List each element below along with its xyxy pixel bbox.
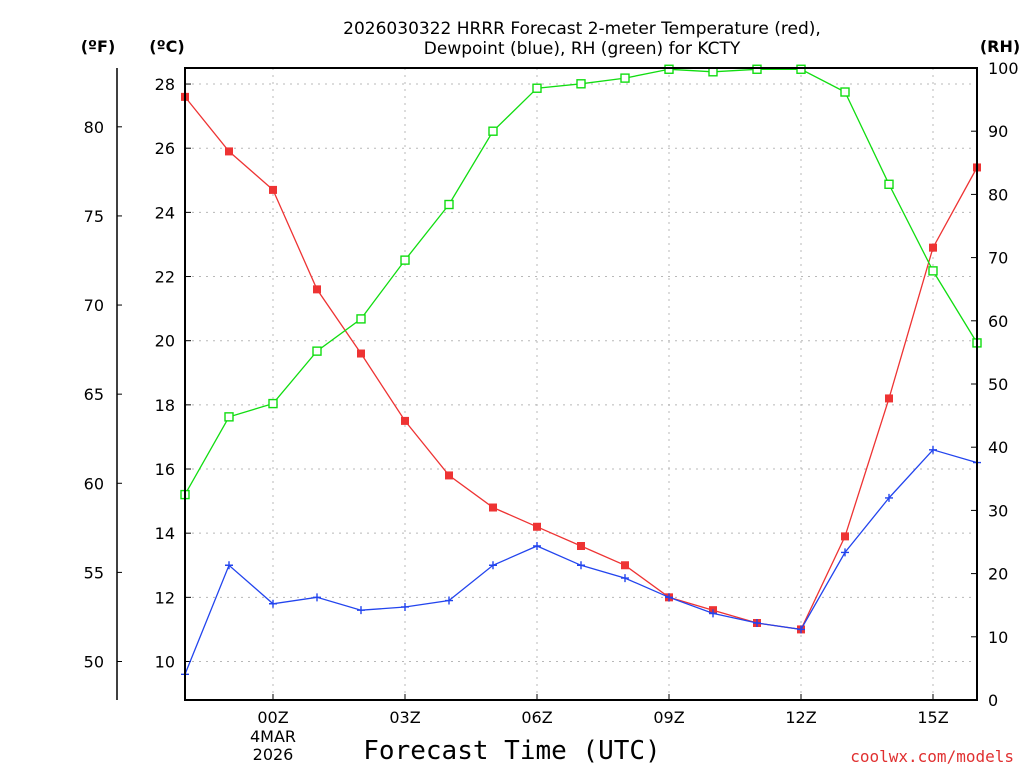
rh-point — [268, 398, 278, 409]
dewpoint-point — [401, 602, 409, 611]
2-meter-temperature-point — [577, 542, 585, 551]
dewpoint-point — [313, 593, 321, 602]
chart-title-line-2: Dewpoint (blue), RH (green) for KCTY — [424, 39, 741, 59]
rh-tick-label: 20 — [988, 565, 1008, 584]
rh-point — [356, 314, 366, 324]
rh-tick-label: 70 — [988, 249, 1008, 268]
2-meter-temperature-point — [489, 503, 497, 512]
celsius-tick-label: 24 — [155, 203, 175, 222]
dewpoint-point — [225, 561, 233, 570]
credit-text: coolwx.com/models — [850, 747, 1014, 766]
rh-unit-label: (RH) — [980, 37, 1020, 56]
fahrenheit-tick-label: 70 — [84, 296, 104, 315]
2-meter-temperature-point — [885, 394, 893, 403]
rh-point — [664, 64, 674, 74]
plot-frame — [184, 67, 978, 701]
rh-point — [400, 255, 410, 265]
rh-tick-label: 0 — [988, 691, 998, 710]
rh-point — [488, 126, 498, 136]
rh-tick-label: 100 — [988, 59, 1019, 78]
rh-tick-label: 60 — [988, 312, 1008, 331]
rh-tick-label: 30 — [988, 501, 1008, 520]
fahrenheit-tick-label: 75 — [84, 207, 104, 226]
x-tick-label: 09Z — [653, 708, 684, 727]
rh-point — [312, 346, 322, 356]
2-meter-temperature-point — [357, 349, 365, 358]
2-meter-temperature-point — [929, 243, 937, 252]
dewpoint-point — [357, 606, 365, 615]
rh-tick-label: 50 — [988, 375, 1008, 394]
x-tick-label: 12Z — [785, 708, 816, 727]
rh-series — [180, 64, 982, 500]
2-meter-temperature-point — [225, 147, 233, 156]
rh-point — [796, 64, 806, 74]
rh-axis-ticks: 0 10 20 30 40 50 60 70 80 90 100 — [971, 59, 1019, 710]
celsius-tick-label: 26 — [155, 139, 175, 158]
fahrenheit-tick-label: 80 — [84, 118, 104, 137]
chart-title-line-1: 2026030322 HRRR Forecast 2-meter Tempera… — [343, 19, 821, 39]
dewpoint-point — [445, 596, 453, 605]
dewpoint-point — [841, 548, 849, 557]
rh-point — [576, 79, 586, 89]
fahrenheit-tick-label: 50 — [84, 653, 104, 672]
celsius-tick-label: 12 — [155, 588, 175, 607]
rh-point — [444, 199, 454, 210]
2-meter-temperature-point — [841, 532, 849, 541]
dewpoint-point — [533, 542, 541, 551]
rh-point — [532, 83, 542, 93]
dewpoint-point — [577, 561, 585, 570]
x-tick-label: 00Z — [257, 708, 288, 727]
fahrenheit-unit-label: (ºF) — [81, 37, 116, 56]
celsius-tick-label: 18 — [155, 396, 175, 415]
rh-point — [620, 73, 630, 83]
celsius-tick-label: 14 — [155, 524, 175, 543]
x-tick-date-label: 4MAR — [250, 727, 296, 746]
fahrenheit-tick-label: 55 — [84, 563, 104, 582]
gridlines — [185, 68, 977, 700]
2-meter-temperature-point — [533, 522, 541, 531]
dewpoint-point — [621, 574, 629, 583]
fahrenheit-tick-label: 60 — [84, 474, 104, 493]
rh-point — [840, 87, 850, 97]
x-tick-label: 15Z — [917, 708, 948, 727]
2-meter-temperature-point — [445, 471, 453, 480]
fahrenheit-tick-label: 65 — [84, 385, 104, 404]
dewpoint-point — [269, 599, 277, 608]
celsius-unit-label: (ºC) — [149, 37, 184, 56]
dewpoint-point — [929, 445, 937, 454]
rh-point — [884, 179, 894, 189]
2-meter-temperature-point — [621, 561, 629, 570]
celsius-tick-label: 10 — [155, 653, 175, 672]
2-meter-temperature-point — [269, 185, 277, 194]
fahrenheit-axis-ticks: 50 55 60 65 70 75 80 — [84, 118, 122, 672]
rh-point — [224, 412, 234, 422]
celsius-axis-ticks: 10 12 14 16 18 20 22 24 26 28 — [155, 75, 191, 672]
rh-tick-label: 40 — [988, 438, 1008, 457]
dewpoint-point — [885, 493, 893, 502]
celsius-tick-label: 22 — [155, 268, 175, 287]
dewpoint-point — [709, 609, 717, 618]
celsius-tick-label: 20 — [155, 332, 175, 351]
dewpoint-point — [797, 625, 805, 634]
x-tick-label: 06Z — [521, 708, 552, 727]
2-meter-temperature-point — [313, 285, 321, 294]
x-tick-year-label: 2026 — [253, 745, 294, 764]
dewpoint-point — [665, 593, 673, 602]
rh-tick-label: 10 — [988, 628, 1008, 647]
rh-point — [752, 64, 762, 74]
x-axis-title: Forecast Time (UTC) — [363, 736, 660, 766]
rh-point — [928, 266, 938, 276]
rh-tick-label: 90 — [988, 122, 1008, 141]
dewpoint-point — [489, 561, 497, 570]
rh-tick-label: 80 — [988, 185, 1008, 204]
2-meter-temperature-point — [401, 416, 409, 425]
celsius-tick-label: 28 — [155, 75, 175, 94]
dewpoint-point — [753, 619, 761, 628]
celsius-tick-label: 16 — [155, 460, 175, 479]
x-tick-label: 03Z — [389, 708, 420, 727]
